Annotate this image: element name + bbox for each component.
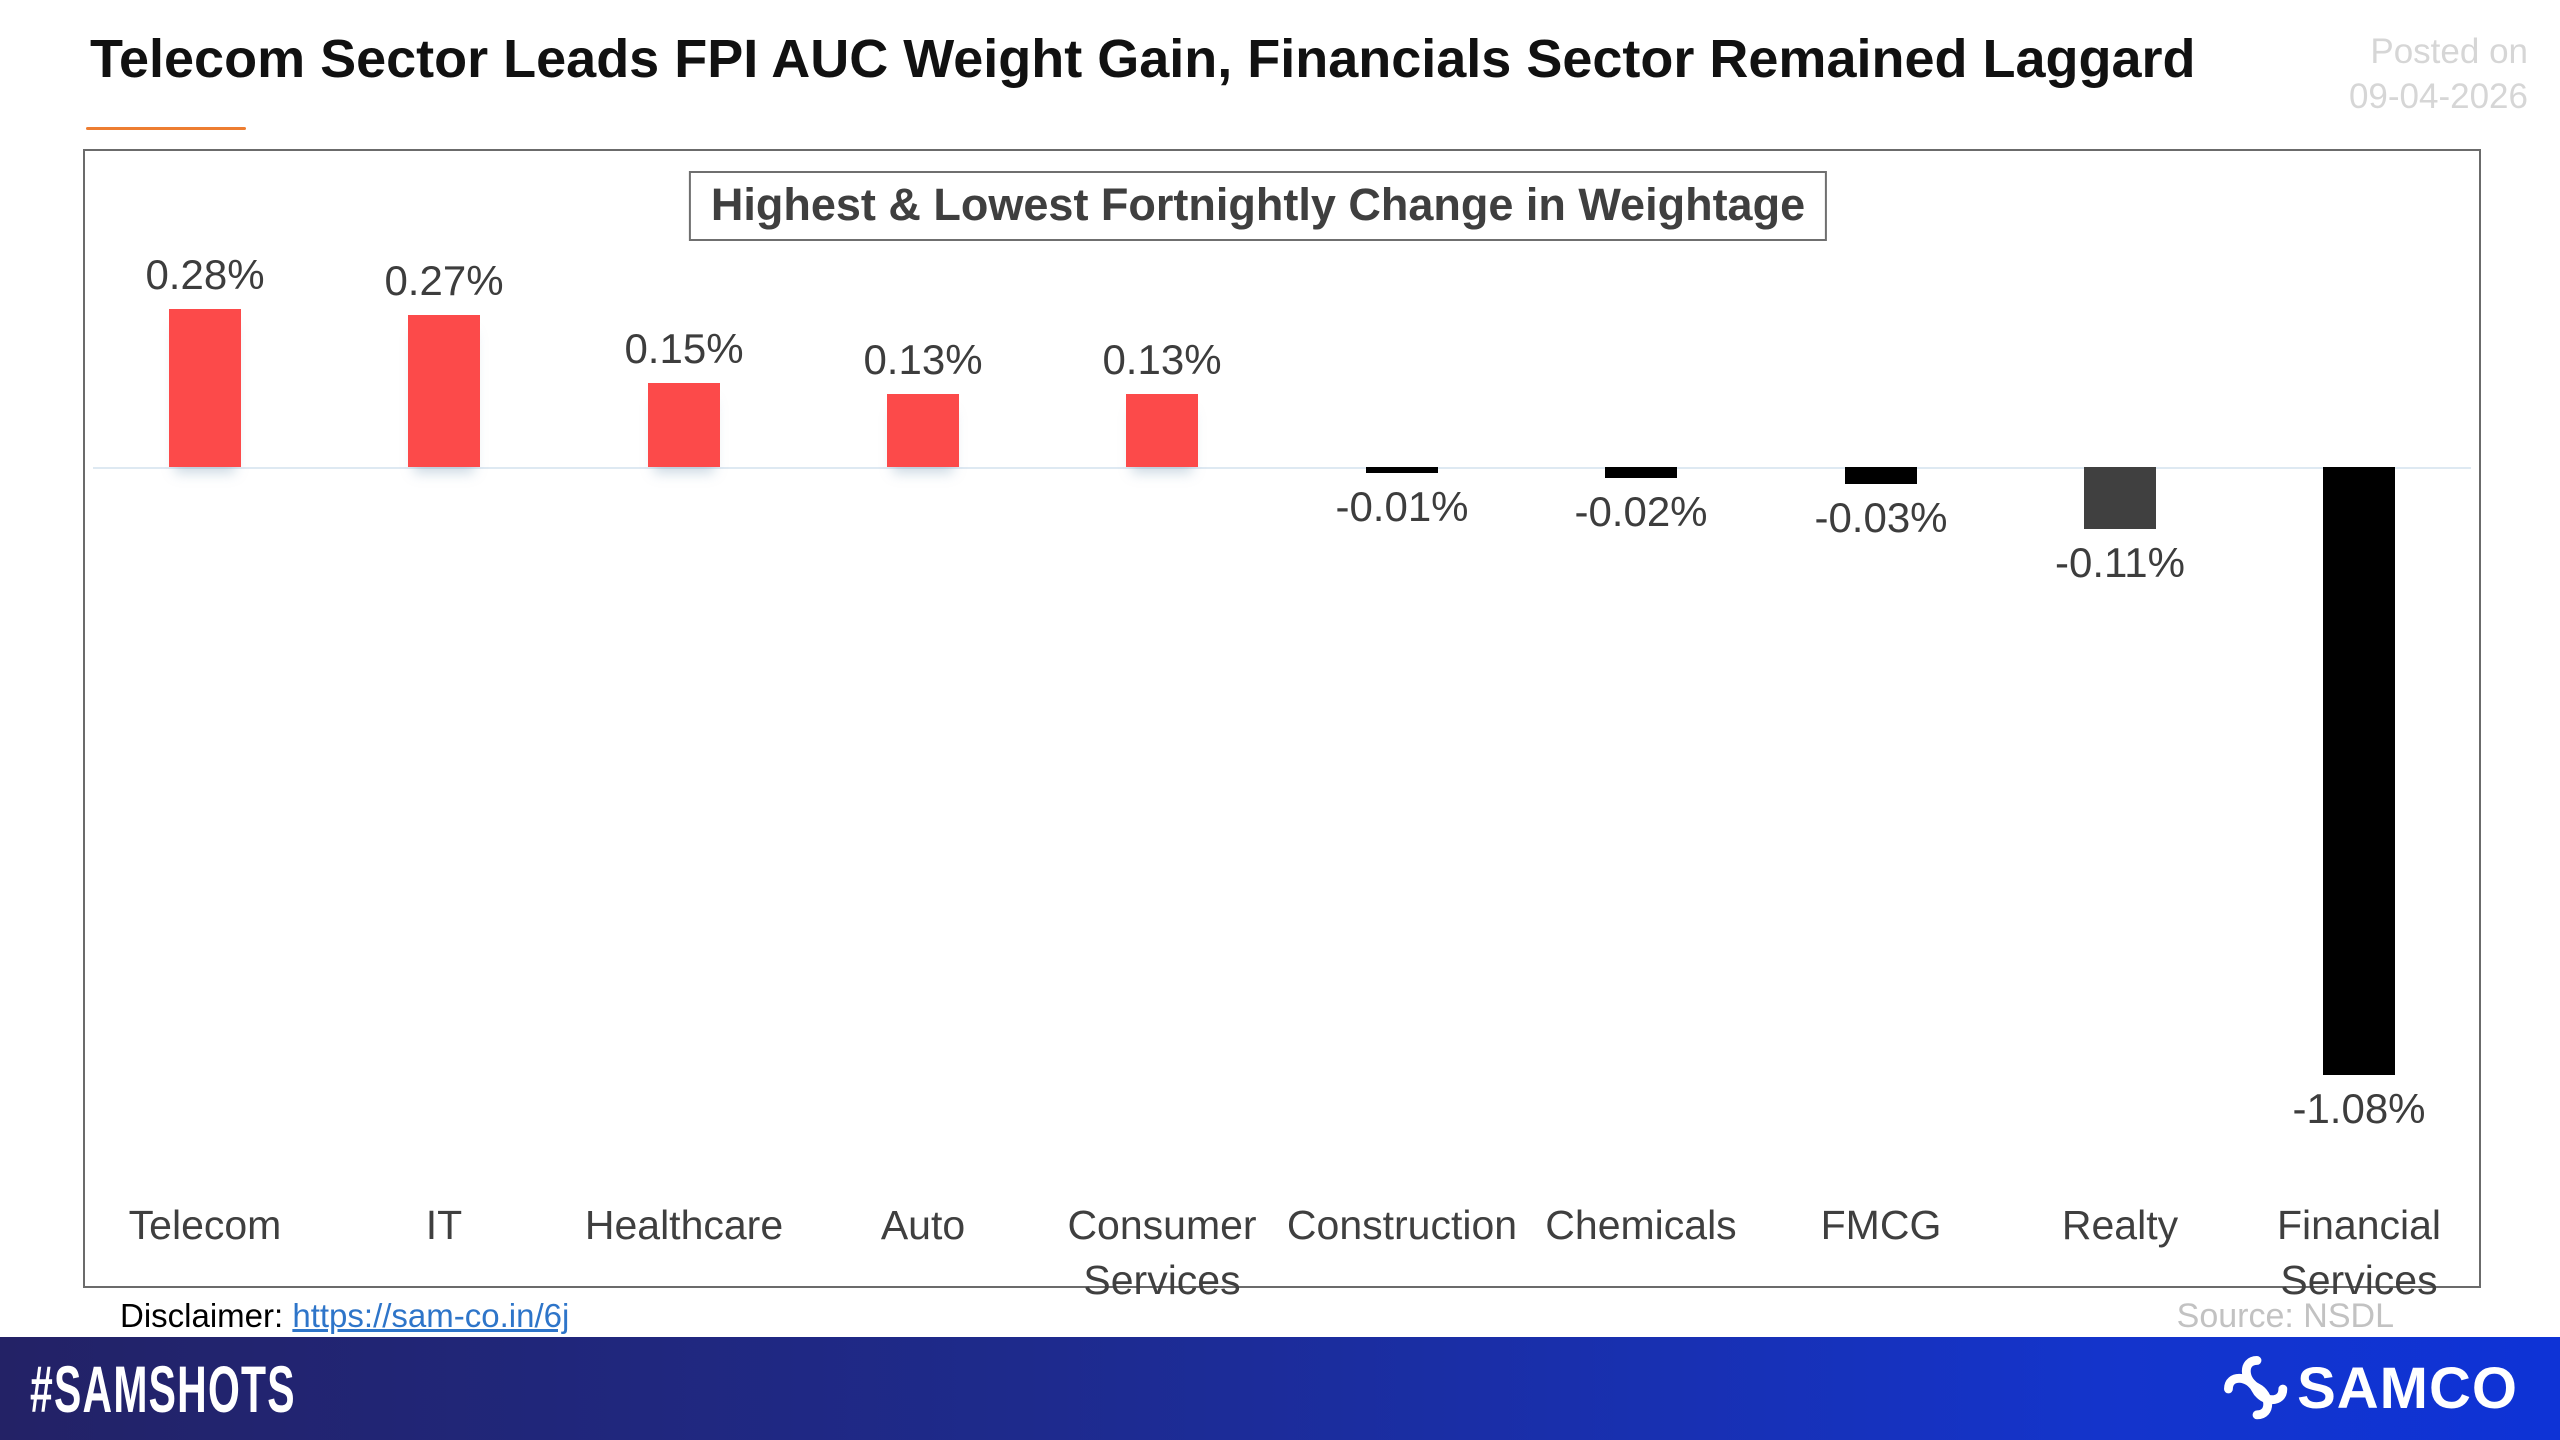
category-label: Telecom — [128, 1202, 282, 1248]
brand-name: SAMCO — [2297, 1356, 2518, 1421]
posted-on-date: 09-04-2026 — [2348, 76, 2528, 116]
value-label: 0.13% — [863, 336, 983, 383]
footer-hashtag: #SAMSHOTS — [30, 1351, 296, 1426]
page-title: Telecom Sector Leads FPI AUC Weight Gain… — [90, 29, 2196, 89]
chart-container: Highest & Lowest Fortnightly Change in W… — [83, 149, 2481, 1303]
value-label: -0.01% — [1335, 483, 1469, 530]
bar — [1605, 467, 1677, 478]
footer-bar: #SAMSHOTS SAMCO — [0, 1337, 2560, 1440]
posted-on-label: Posted on — [2370, 32, 2528, 71]
category-label: Auto — [880, 1202, 966, 1248]
category-label: Construction — [1286, 1202, 1518, 1248]
value-label: 0.27% — [384, 257, 504, 304]
category-label: Financial Services — [2276, 1202, 2442, 1303]
bar — [2323, 467, 2395, 1075]
bar — [169, 309, 241, 467]
disclaimer: Disclaimer: https://sam-co.in/6j — [120, 1297, 569, 1335]
plot-area: 0.28% Telecom 0.27% IT 0.15% Healthcare 0.13% A… — [85, 151, 2479, 1303]
category-label: IT — [425, 1202, 463, 1248]
value-label: 0.28% — [145, 251, 265, 298]
category-label: Consumer Services — [1067, 1202, 1257, 1303]
bar — [1126, 394, 1198, 467]
brand-lockup: SAMCO — [2223, 1355, 2518, 1423]
bar — [1366, 467, 1438, 473]
title-underline — [86, 127, 246, 130]
bar — [1845, 467, 1917, 484]
samco-logo-icon — [2224, 1355, 2288, 1419]
value-label: 0.15% — [624, 325, 744, 372]
bar — [887, 394, 959, 467]
category-label: Realty — [2061, 1202, 2179, 1248]
value-label: -1.08% — [2292, 1085, 2426, 1132]
disclaimer-label: Disclaimer: — [120, 1297, 284, 1334]
value-label: -0.03% — [1814, 494, 1948, 541]
zero-axis-line — [93, 467, 2471, 469]
category-label: Healthcare — [584, 1202, 784, 1248]
category-label: Chemicals — [1545, 1202, 1737, 1248]
source-note: Source: NSDL — [2176, 1297, 2394, 1335]
bar — [648, 383, 720, 467]
bar — [2084, 467, 2156, 529]
value-label: -0.02% — [1574, 488, 1708, 535]
value-label: 0.13% — [1102, 336, 1222, 383]
bar — [408, 315, 480, 467]
value-label: -0.11% — [2055, 539, 2185, 586]
category-label: FMCG — [1820, 1202, 1942, 1248]
disclaimer-link[interactable]: https://sam-co.in/6j — [292, 1297, 570, 1334]
chart-title: Highest & Lowest Fortnightly Change in W… — [688, 171, 1828, 241]
posted-on-block: Posted on 09-04-2026 — [2349, 30, 2528, 120]
